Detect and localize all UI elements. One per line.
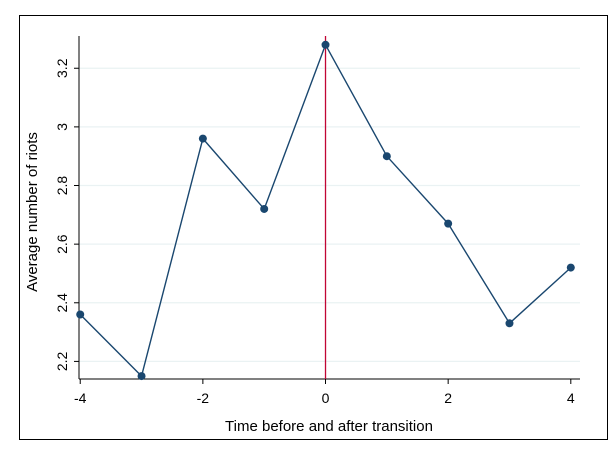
series-layer <box>76 40 575 381</box>
data-point <box>566 263 575 272</box>
data-point <box>260 204 269 213</box>
data-point <box>321 40 330 49</box>
data-point <box>382 152 391 161</box>
data-point <box>444 219 453 228</box>
x-tick-label: 0 <box>322 390 330 406</box>
y-tick-label: 2.8 <box>54 176 70 196</box>
grid-layer <box>79 67 580 363</box>
axis-layer: 2.2 2.4 2.6 2.8 3 3.2 -4 -2 0 2 4 <box>54 36 580 406</box>
y-axis-title: Average number of riots <box>24 132 41 292</box>
x-tick-label: -2 <box>197 390 210 406</box>
data-point <box>76 310 85 319</box>
y-tick-label: 3 <box>54 123 70 131</box>
x-tick-label: -4 <box>74 390 87 406</box>
x-tick-label: 4 <box>567 390 575 406</box>
data-point <box>505 319 514 328</box>
x-axis-title: Time before and after transition <box>225 418 433 435</box>
data-point <box>198 134 207 143</box>
y-tick-label: 3.2 <box>54 58 70 78</box>
y-tick-label: 2.2 <box>54 351 70 371</box>
y-tick-label: 2.4 <box>54 293 70 313</box>
data-point <box>137 372 146 381</box>
plot-region <box>79 36 580 379</box>
y-tick-label: 2.6 <box>54 234 70 254</box>
x-tick-label: 2 <box>444 390 452 406</box>
